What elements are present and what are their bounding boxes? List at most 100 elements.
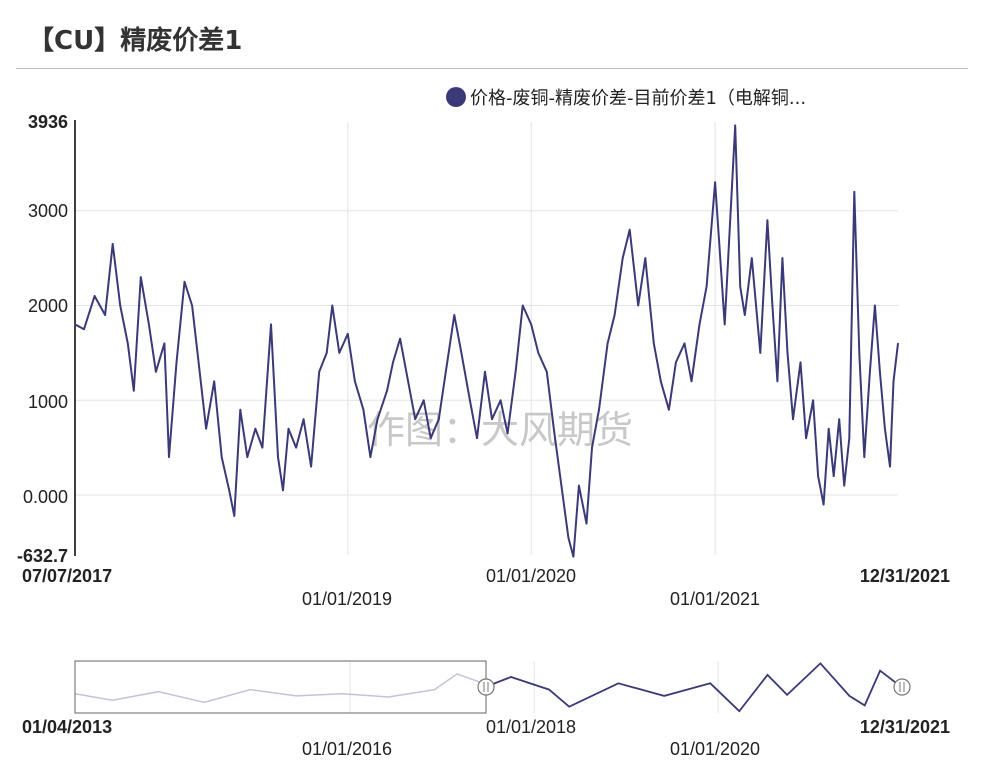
data-point [660,380,662,383]
data-point [812,399,814,402]
data-point [93,295,96,297]
data-point [325,352,328,354]
data-point [598,408,600,411]
data-point [392,361,394,364]
navigator-mask[interactable] [74,660,487,714]
data-point [347,333,349,335]
data-point [729,209,732,212]
x-range-end-label: 12/31/2021 [860,566,950,586]
data-point [438,418,440,421]
data-point [744,314,746,316]
x-tick-label: 01/01/2020 [486,566,576,586]
data-point [892,380,895,383]
navigator-left-handle[interactable] [477,678,495,696]
data-point [869,371,871,373]
data-point [637,304,639,307]
data-point [338,352,341,354]
x-range-start-label: 07/07/2017 [22,566,112,586]
data-point [560,484,563,487]
data-point [254,427,257,430]
data-point [606,342,609,345]
data-point [628,228,631,231]
data-point [499,399,502,402]
data-point [530,323,532,326]
data-point [714,181,716,184]
data-point [853,191,856,193]
data-point [863,456,866,458]
data-point [282,489,284,492]
data-point [644,257,647,259]
data-point [675,361,677,364]
series-line [74,124,899,558]
data-point [799,361,802,364]
data-point [376,418,379,421]
data-point [155,371,157,373]
data-point [220,456,223,458]
data-point [889,465,891,468]
x-tick-label: 01/01/2019 [302,589,392,609]
data-point [453,314,456,316]
data-point [133,390,135,392]
data-point [781,257,784,259]
data-point [302,418,305,421]
data-point [74,323,76,326]
data-point [739,285,741,288]
data-point [546,371,548,373]
navigator-x-tick-label: 01/01/2020 [670,739,760,759]
navigator-right-handle[interactable] [893,678,911,696]
data-point [792,418,794,421]
y-tick-label: 2000 [28,296,68,316]
data-point [197,361,200,364]
data-point [874,304,876,307]
data-point [469,399,471,402]
navigator-x-tick-label: 01/01/2018 [486,717,576,737]
x-tick-label: 01/01/2021 [670,589,760,609]
data-point [191,304,193,307]
y-tick-label: 3000 [28,201,68,221]
data-point [127,342,129,345]
data-point [578,484,580,487]
data-point [832,475,835,477]
data-point [567,536,570,539]
data-point [521,304,524,307]
data-point [445,371,447,373]
y-tick-label: -632.7 [17,546,68,566]
data-point [261,446,264,449]
data-point [572,555,575,558]
data-point [705,285,708,288]
data-point [698,323,701,326]
data-point [111,243,114,245]
y-tick-label: 0.000 [23,487,68,507]
data-point [805,437,807,440]
data-point [668,408,670,411]
data-point [683,342,686,345]
page-title: 【CU】精废价差1 [28,26,243,56]
data-point [848,437,851,440]
data-point [295,446,297,449]
data-point [553,427,555,430]
data-point [246,456,249,458]
data-point [460,352,463,354]
data-point [751,257,753,259]
data-point [331,304,334,307]
legend-marker-icon [446,87,466,107]
data-point [399,337,401,340]
data-point [506,432,509,435]
navigator-line-selected [489,662,903,713]
data-point [270,323,272,326]
title-divider [16,68,968,69]
chart-legend[interactable]: 价格-废铜-精废价差-目前价差1（电解铜... [446,84,806,110]
data-point [310,465,312,468]
data-point [613,314,616,316]
data-point [386,390,388,392]
data-point [205,427,207,430]
data-point [148,323,150,326]
series-points [74,124,899,558]
data-point [228,489,230,492]
data-point [213,380,215,383]
data-point [827,427,830,430]
data-point [407,380,409,383]
data-point [786,352,789,354]
data-point [422,399,425,402]
